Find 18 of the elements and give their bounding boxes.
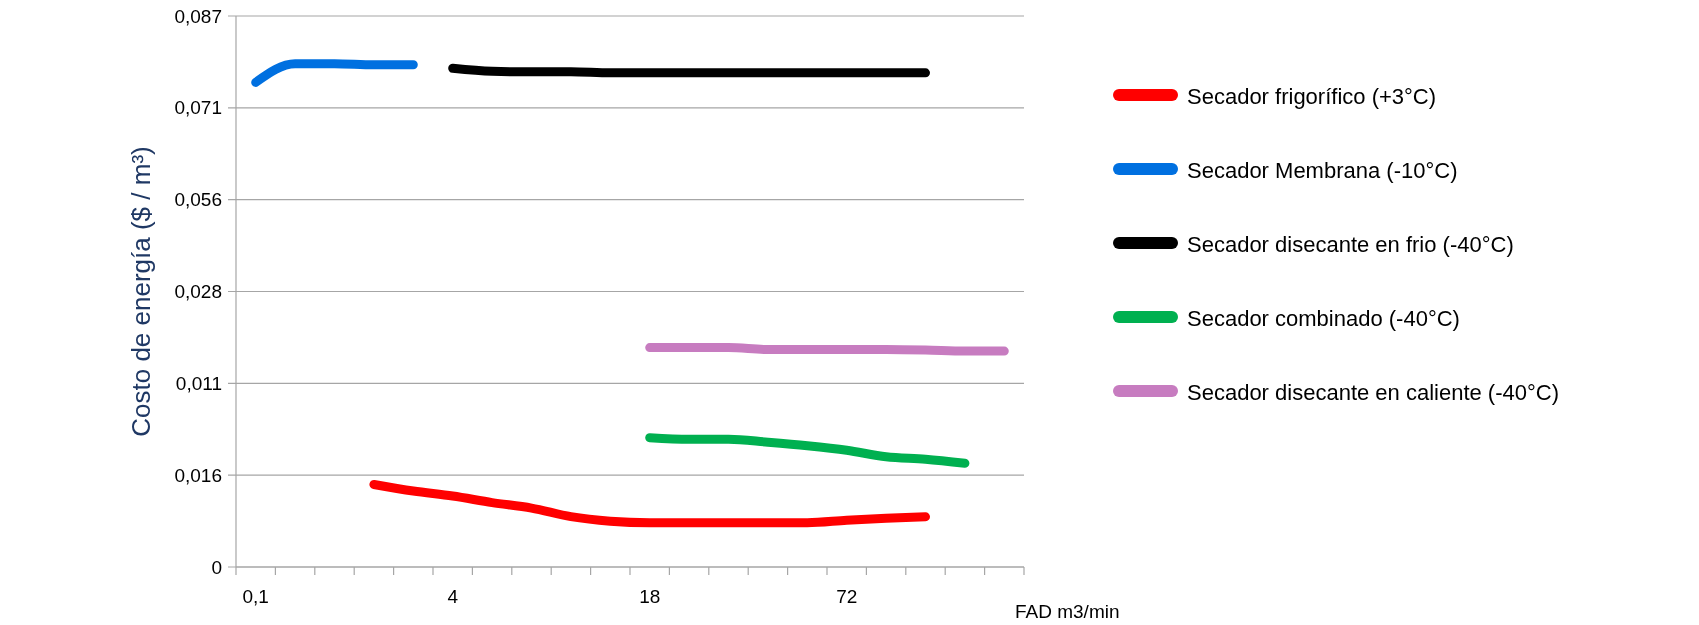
legend-label: Secador Membrana (-10°C)	[1187, 157, 1458, 183]
text: 0,056	[174, 189, 222, 211]
y-axis-title: Costo de energía ($ / m³)	[126, 146, 156, 437]
text: 0,016	[174, 464, 222, 486]
text: 0,011	[175, 372, 222, 394]
legend-label: Secador disecante en frio (-40°C)	[1187, 231, 1514, 257]
legend-label: Secador disecante en caliente (-40°C)	[1187, 379, 1560, 405]
text: 0,028	[174, 281, 222, 303]
x-tick-label: 72	[836, 586, 858, 607]
x-tick-label: 0,1	[242, 586, 269, 607]
x-axis-title: FAD m3/min	[1015, 601, 1120, 622]
x-tick-label: 4	[447, 586, 459, 607]
text: 0,071	[174, 97, 222, 119]
x-tick-label: 18	[639, 586, 661, 607]
text: 0	[211, 556, 222, 578]
legend-label: Secador frigorífico (+3°C)	[1187, 83, 1437, 109]
legend-label: Secador combinado (-40°C)	[1187, 305, 1460, 331]
text: 0,087	[174, 5, 222, 27]
